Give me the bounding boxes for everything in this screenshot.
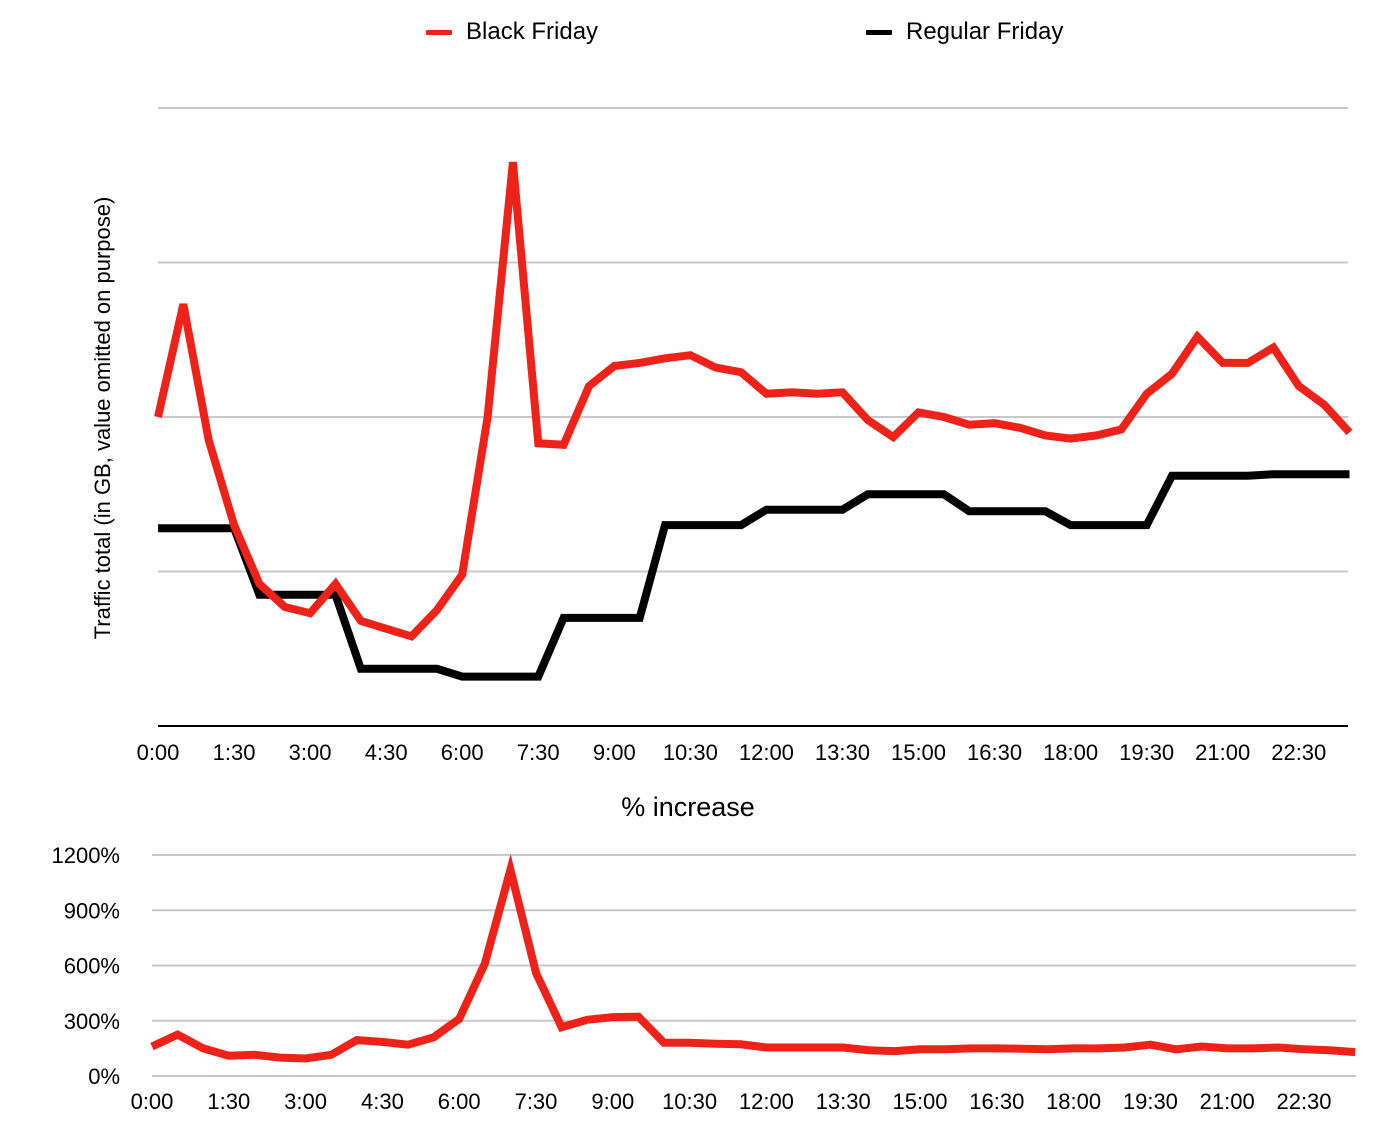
top-x-tick-label: 12:00 [739, 740, 794, 765]
top-x-tick-label: 15:00 [891, 740, 946, 765]
top-x-tick-label: 7:30 [517, 740, 560, 765]
series-line-percent-increase [150, 853, 1356, 1063]
top-x-tick-label: 4:30 [365, 740, 408, 765]
bottom-x-tick-label: 6:00 [438, 1089, 481, 1114]
top-chart: 0:00 1:30 3:00 4:30 6:00 7:30 9:00 10:30 12:00 13… [90, 107, 1353, 765]
top-x-tick-label: 16:30 [967, 740, 1022, 765]
bottom-x-tick-label: 10:30 [662, 1089, 717, 1114]
top-x-tick-label: 19:30 [1119, 740, 1174, 765]
bottom-chart: 0% 300% 600% 900% 1200% 0:00 1:30 3:00 4:30 6:00 7… [51, 843, 1356, 1114]
bottom-x-tick-label: 0:00 [131, 1089, 174, 1114]
bottom-y-tick-label: 0% [88, 1064, 120, 1089]
series-line-regular-friday [158, 470, 1350, 681]
series-line-black-friday [154, 161, 1353, 641]
bottom-x-tick-label: 22:30 [1276, 1089, 1331, 1114]
top-x-tick-label: 1:30 [213, 740, 256, 765]
top-x-tick-label: 6:00 [441, 740, 484, 765]
bottom-chart-title: % increase [621, 792, 755, 822]
bottom-x-tick-label: 1:30 [207, 1089, 250, 1114]
bottom-y-tick-label: 900% [64, 898, 120, 923]
top-x-tick-label: 22:30 [1271, 740, 1326, 765]
legend-item-regular-friday: Regular Friday [866, 18, 1063, 46]
bottom-y-tick-label: 1200% [51, 843, 120, 868]
top-x-tick-label: 13:30 [815, 740, 870, 765]
bottom-x-tick-label: 4:30 [361, 1089, 404, 1114]
legend-label-black-friday: Black Friday [466, 18, 599, 45]
bottom-y-tick-label: 300% [64, 1009, 120, 1034]
bottom-x-tick-label: 19:30 [1123, 1089, 1178, 1114]
bottom-y-tick-label: 600% [64, 954, 120, 979]
legend-item-black-friday: Black Friday [426, 18, 598, 46]
top-y-axis-title: Traffic total (in GB, value omitted on p… [90, 197, 115, 640]
bottom-x-tick-label: 18:00 [1046, 1089, 1101, 1114]
bottom-x-tick-label: 7:30 [515, 1089, 558, 1114]
top-x-tick-label: 10:30 [663, 740, 718, 765]
bottom-x-tick-label: 12:00 [739, 1089, 794, 1114]
top-x-tick-label: 18:00 [1043, 740, 1098, 765]
bottom-x-tick-label: 15:00 [892, 1089, 947, 1114]
bottom-x-tick-label: 9:00 [591, 1089, 634, 1114]
bottom-x-tick-label: 16:30 [969, 1089, 1024, 1114]
legend-label-regular-friday: Regular Friday [906, 18, 1064, 45]
bottom-x-tick-label: 13:30 [816, 1089, 871, 1114]
bottom-x-tick-label: 3:00 [284, 1089, 327, 1114]
top-x-tick-label: 0:00 [137, 740, 180, 765]
top-x-tick-label: 3:00 [289, 740, 332, 765]
legend-swatch-black-friday [426, 29, 452, 35]
legend-swatch-regular-friday [866, 29, 892, 35]
top-x-tick-label: 9:00 [593, 740, 636, 765]
bottom-x-tick-label: 21:00 [1200, 1089, 1255, 1114]
top-x-tick-label: 21:00 [1195, 740, 1250, 765]
